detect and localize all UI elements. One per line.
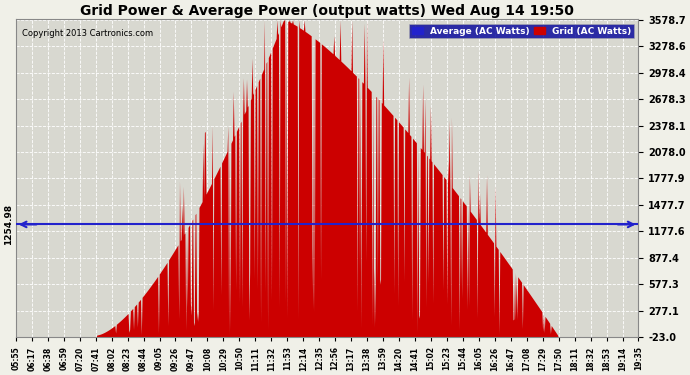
Text: Copyright 2013 Cartronics.com: Copyright 2013 Cartronics.com: [22, 29, 153, 38]
Legend: Average (AC Watts), Grid (AC Watts): Average (AC Watts), Grid (AC Watts): [409, 24, 634, 38]
Title: Grid Power & Average Power (output watts) Wed Aug 14 19:50: Grid Power & Average Power (output watts…: [80, 4, 574, 18]
Text: 1254.98: 1254.98: [3, 204, 12, 245]
